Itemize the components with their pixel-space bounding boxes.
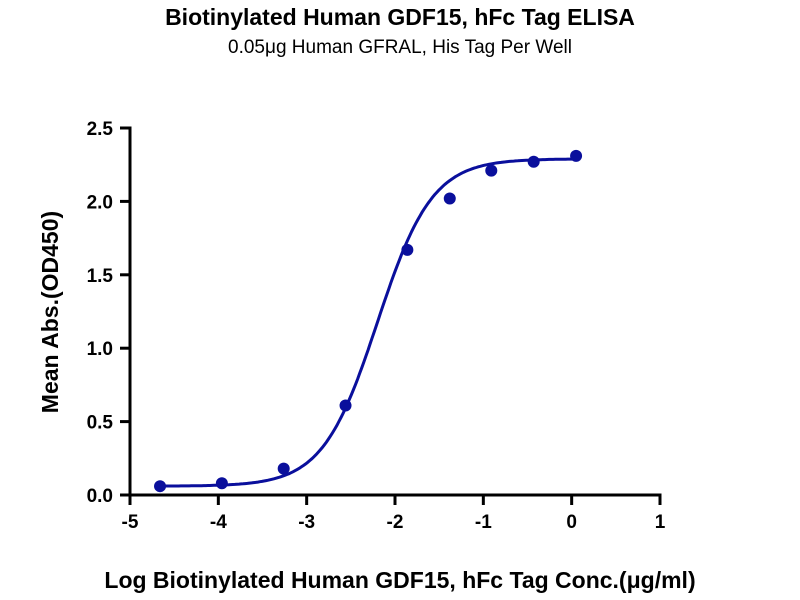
y-tick-label: 0.0 [87,486,113,507]
x-axis-label: Log Biotinylated Human GDF15, hFc Tag Co… [104,567,695,593]
x-tick-label: -2 [387,512,404,533]
chart-subtitle: 0.05μg Human GFRAL, His Tag Per Well [228,37,572,58]
chart-title: Biotinylated Human GDF15, hFc Tag ELISA [165,4,635,30]
y-tick-label: 1.0 [87,339,113,360]
y-tick-label: 2.5 [87,119,114,140]
fit-curve [160,157,577,488]
y-tick-label: 2.0 [87,192,113,213]
data-point [215,477,228,490]
data-point [154,480,167,493]
data-point [443,192,456,205]
data-point [339,399,352,412]
data-point [485,164,498,177]
data-point [570,149,583,162]
x-tick-label: -1 [475,512,492,533]
data-point [527,155,540,168]
x-tick-label: -4 [210,512,227,533]
y-tick-label: 1.5 [87,266,114,287]
y-axis-label: Mean Abs.(OD450) [37,211,63,413]
x-tick-label: 0 [566,512,577,533]
x-tick-label: -3 [298,512,315,533]
data-point [401,243,414,256]
x-tick-label: -5 [122,512,139,533]
data-point [277,462,290,475]
x-tick-label: 1 [655,512,666,533]
y-tick-label: 0.5 [87,413,114,434]
